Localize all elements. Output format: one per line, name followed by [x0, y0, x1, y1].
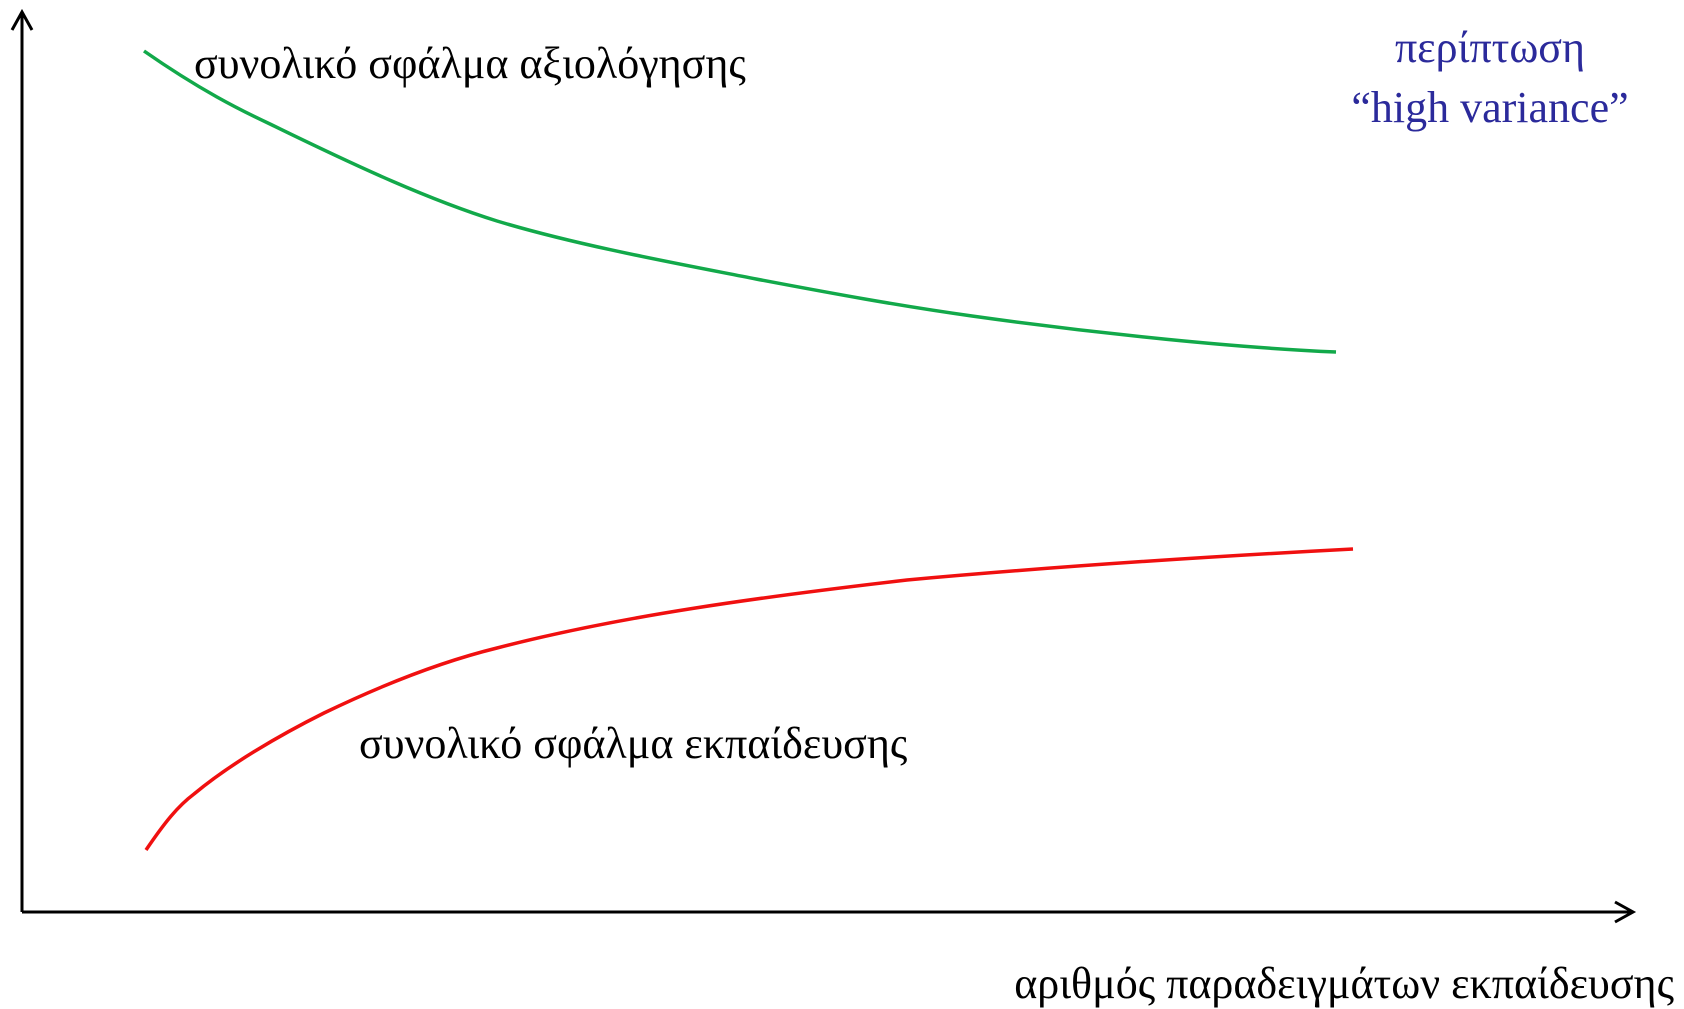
validation-curve: [143, 49, 1337, 354]
x-axis-label: αριθμός παραδειγμάτων εκπαίδευσης: [1014, 959, 1674, 1008]
validation-label: συνολικό σφάλμα αξιολόγησης: [194, 39, 746, 88]
training-curve: [144, 547, 1354, 851]
case-label: “high variance”: [1351, 83, 1628, 132]
axes: [10, 8, 1637, 924]
y-axis-arrow: [10, 8, 34, 31]
x-axis-arrow: [1614, 900, 1637, 924]
case-label: περίπτωση: [1395, 23, 1585, 72]
training-label: συνολικό σφάλμα εκπαίδευσης: [359, 719, 907, 768]
